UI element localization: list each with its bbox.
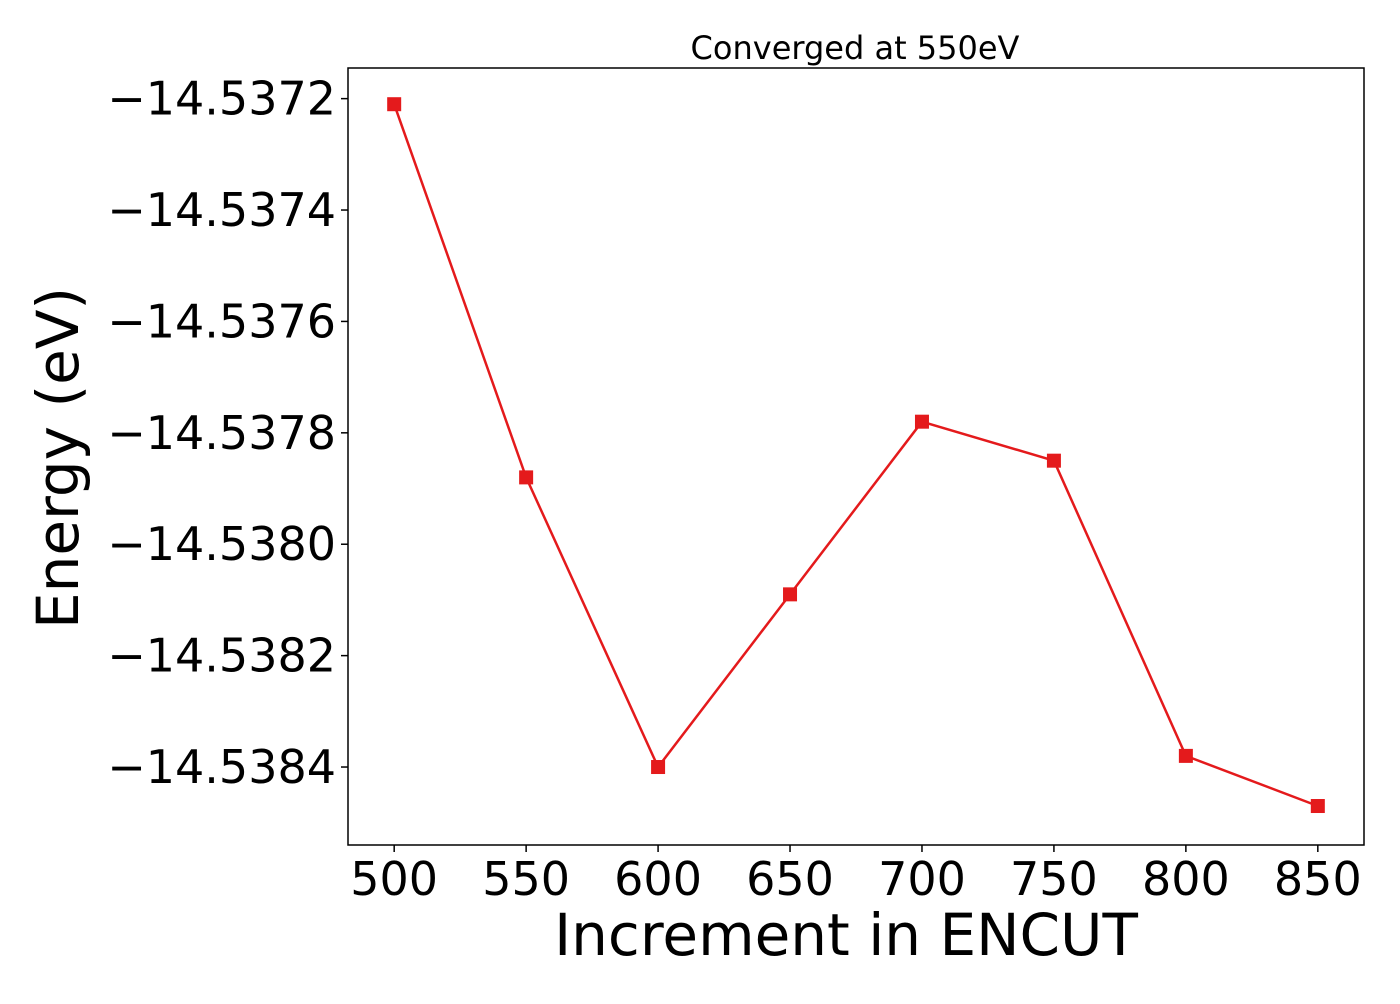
data-point-marker xyxy=(651,760,666,775)
x-tick-label: 550 xyxy=(482,852,570,906)
x-axis-label: Increment in ENCUT xyxy=(554,901,1138,969)
y-tick-label: −14.5372 xyxy=(107,72,336,126)
y-tick-label: −14.5384 xyxy=(107,740,336,794)
data-point-marker xyxy=(519,470,534,485)
data-point-marker xyxy=(1178,748,1193,763)
y-tick-label: −14.5382 xyxy=(107,629,336,683)
y-tick-label: −14.5380 xyxy=(107,517,336,571)
x-tick-label: 700 xyxy=(878,852,966,906)
series-layer xyxy=(387,97,1325,814)
x-tick-label: 650 xyxy=(746,852,834,906)
data-point-marker xyxy=(914,414,929,429)
x-tick-label: 850 xyxy=(1274,852,1362,906)
data-point-marker xyxy=(387,97,402,112)
chart-title: Converged at 550eV xyxy=(691,29,1020,67)
x-tick-label: 800 xyxy=(1142,852,1230,906)
series-line xyxy=(393,103,1319,808)
x-tick-label: 600 xyxy=(614,852,702,906)
y-tick-label: −14.5376 xyxy=(107,294,336,348)
plot-frame xyxy=(347,67,1365,846)
x-tick-label: 500 xyxy=(350,852,438,906)
y-tick-label: −14.5378 xyxy=(107,406,336,460)
y-tick-label: −14.5374 xyxy=(107,183,336,237)
data-point-marker xyxy=(1046,453,1061,468)
x-tick-label: 750 xyxy=(1010,852,1098,906)
y-axis: −14.5372 −14.5374 −14.5376 −14.5378 −14.5380… xyxy=(107,72,348,794)
data-point-marker xyxy=(783,587,798,602)
y-axis-label: Energy (eV) xyxy=(24,287,92,629)
x-axis: 500 550 600 650 700 750 800 850 xyxy=(350,845,1362,906)
data-point-marker xyxy=(1310,799,1325,814)
